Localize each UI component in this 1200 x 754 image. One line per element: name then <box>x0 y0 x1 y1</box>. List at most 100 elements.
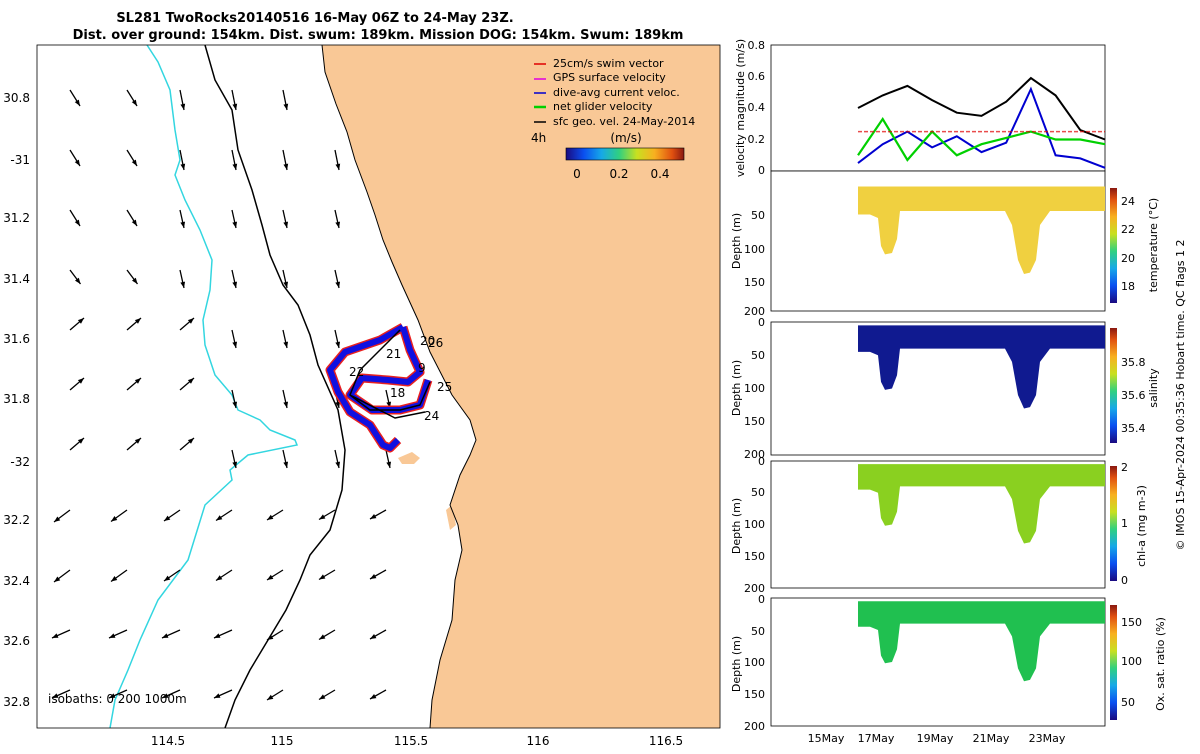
day-label: 20 <box>420 334 435 348</box>
map-legend: 25cm/s swim vector GPS surface velocity … <box>531 57 695 181</box>
cbar-label: salinity <box>1147 368 1160 408</box>
current-arrow <box>318 509 336 521</box>
current-arrow <box>334 329 341 349</box>
depth-tick: 0 <box>758 593 765 606</box>
depth-tick: 200 <box>744 448 765 461</box>
cbar-tick: 35.4 <box>1121 422 1146 435</box>
vel-y-tick: 0.4 <box>748 101 766 114</box>
depth-tick: 0 <box>758 316 765 329</box>
depth-tick: 50 <box>751 625 765 638</box>
cbar-tick: 24 <box>1121 195 1135 208</box>
vel-y-tick: 0 <box>758 164 765 177</box>
map-x-tick: 115 <box>271 734 294 748</box>
current-arrow <box>231 149 238 171</box>
current-arrow <box>69 149 81 167</box>
depth-label: Depth (m) <box>730 498 743 554</box>
day-label: 9 <box>418 361 426 375</box>
cbar-tick: 100 <box>1121 655 1142 668</box>
cbar-tick: 2 <box>1121 461 1128 474</box>
isobath-200m <box>204 45 346 728</box>
current-arrow <box>110 509 128 523</box>
current-arrow <box>110 569 128 583</box>
current-arrow <box>266 509 284 521</box>
current-arrow <box>334 209 341 229</box>
date-tick: 19May <box>917 732 954 745</box>
current-arrow <box>126 89 138 107</box>
current-arrow <box>334 449 341 469</box>
copyright-note: © IMOS 15-Apr-2024 00:35:36 Hobart time.… <box>1174 240 1187 551</box>
current-arrow <box>179 149 186 171</box>
current-arrow <box>334 269 341 289</box>
oxygen-colorbar <box>1110 605 1117 720</box>
current-arrow <box>126 269 139 285</box>
current-arrow <box>215 509 233 522</box>
velocity-lines <box>857 76 1106 169</box>
current-arrow <box>179 437 195 451</box>
salinity-panel: 0 50 100 150 200 Depth (m) 35.4 35.6 35.… <box>730 316 1160 461</box>
map-panel: 20 26 21 22 9 25 18 24 114.5 115 115.5 1… <box>3 44 721 748</box>
day-label: 26 <box>428 336 443 350</box>
map-y-tick: 31.8 <box>3 392 30 406</box>
day-label: 18 <box>390 386 405 400</box>
current-arrow <box>163 509 181 522</box>
cbar-tick: 20 <box>1121 252 1135 265</box>
current-arrow <box>231 329 238 349</box>
cbar-tick: 18 <box>1121 280 1135 293</box>
day-label: 24 <box>424 409 439 423</box>
current-arrow <box>282 89 289 111</box>
current-arrow <box>318 569 336 581</box>
current-arrow <box>334 149 341 171</box>
oxygen-panel: 0 50 100 150 200 Depth (m) 50 100 150 Ox… <box>730 593 1167 733</box>
track-day-labels: 20 26 21 22 9 25 18 24 <box>349 334 452 423</box>
legend-label: 25cm/s swim vector <box>553 57 664 70</box>
cbar-label: Ox. sat. ratio (%) <box>1154 617 1167 711</box>
speed-colorbar <box>565 147 685 161</box>
depth-tick: 150 <box>744 415 765 428</box>
current-arrow <box>69 317 85 331</box>
depth-tick: 0 <box>758 455 765 468</box>
day-label: 22 <box>349 365 364 379</box>
current-arrow <box>213 689 233 699</box>
current-arrow <box>231 269 238 289</box>
cbar-tick: 22 <box>1121 223 1135 236</box>
current-arrow <box>213 629 233 639</box>
depth-tick: 100 <box>744 243 765 256</box>
colorbar-tick: 0.4 <box>650 167 669 181</box>
map-x-tick: 114.5 <box>151 734 185 748</box>
vel-y-tick: 0.6 <box>748 70 766 83</box>
isobaths-label: isobaths: 0 200 1000m <box>48 692 187 706</box>
cbar-tick: 35.8 <box>1121 356 1146 369</box>
current-arrow <box>318 689 336 701</box>
figure-title-line1: SL281 TwoRocks20140516 16-May 06Z to 24-… <box>116 11 513 26</box>
chla-section <box>858 464 1105 544</box>
map-y-tick: 32.6 <box>3 634 30 648</box>
map-land <box>322 45 720 728</box>
map-x-tick: 116.5 <box>649 734 683 748</box>
current-arrow <box>179 377 195 391</box>
temperature-panel: 50 100 150 200 Depth (m) 18 20 22 24 tem… <box>730 170 1160 318</box>
current-arrow <box>231 449 238 469</box>
current-arrow <box>163 569 181 582</box>
temperature-section <box>858 186 1105 274</box>
current-arrow <box>108 629 128 639</box>
map-y-tick: 31.2 <box>3 211 30 225</box>
depth-tick: 100 <box>744 518 765 531</box>
current-arrow <box>126 437 142 451</box>
current-arrow <box>126 377 142 391</box>
date-tick: 17May <box>858 732 895 745</box>
depth-tick: 200 <box>744 720 765 733</box>
current-arrow <box>161 689 181 699</box>
date-tick: 21May <box>973 732 1010 745</box>
velocity-series-line <box>857 116 1106 162</box>
current-arrow <box>69 437 85 451</box>
salinity-section <box>858 325 1105 409</box>
current-arrow <box>161 629 181 639</box>
current-arrows <box>51 89 392 701</box>
legend-label: net glider velocity <box>553 100 653 113</box>
map-x-axis: 114.5 115 115.5 116 116.5 <box>151 734 683 748</box>
map-y-axis: 30.8 -31 31.2 31.4 31.6 31.8 -32 32.2 32… <box>3 91 30 709</box>
map-y-tick: 32.4 <box>3 574 30 588</box>
date-tick: 15May <box>808 732 845 745</box>
current-arrow <box>282 449 289 469</box>
